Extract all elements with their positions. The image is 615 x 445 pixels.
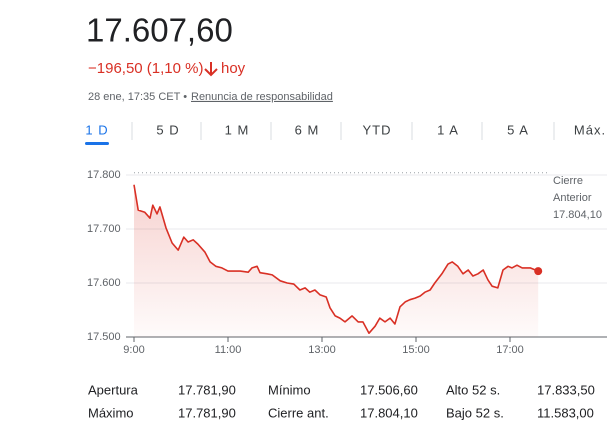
stat-value: 17.804,10 xyxy=(360,405,418,420)
change: −196,50 (1,10 %) xyxy=(88,60,204,77)
stats-table: Apertura 17.781,90 Mínimo 17.506,60 Alto 52 … xyxy=(88,382,595,420)
down-arrow xyxy=(204,62,218,77)
disclaimer-link[interactable]: Renuncia de responsabilidad xyxy=(191,91,333,103)
y-tick-label: 17.700 xyxy=(87,223,121,235)
previous-close-label: Cierre xyxy=(553,175,583,187)
stat-value: 17.506,60 xyxy=(360,382,418,397)
active-tab-underline xyxy=(85,142,109,145)
range-tab[interactable]: YTD xyxy=(363,122,392,137)
stat-label: Alto 52 s. xyxy=(446,382,500,397)
stat-value: 17.833,50 xyxy=(537,382,595,397)
stat-label: Apertura xyxy=(88,382,139,397)
y-tick-label: 17.500 xyxy=(87,331,121,343)
stat-label: Cierre ant. xyxy=(268,405,329,420)
y-tick-label: 17.800 xyxy=(87,169,121,181)
range-tab[interactable]: 5 D xyxy=(156,122,179,137)
range-tab[interactable]: 1 A xyxy=(437,122,459,137)
timestamp: 28 ene, 17:35 CET • xyxy=(88,91,187,103)
change-period: hoy xyxy=(221,60,246,77)
range-tab[interactable]: Máx. xyxy=(574,122,606,137)
x-tick-label: 9:00 xyxy=(123,344,144,356)
y-tick-label: 17.600 xyxy=(87,277,121,289)
stat-label: Mínimo xyxy=(268,382,311,397)
range-tab[interactable]: 1 D xyxy=(85,122,108,137)
price: 17.607,60 xyxy=(86,12,233,49)
x-tick-label: 17:00 xyxy=(496,344,524,356)
stat-value: 17.781,90 xyxy=(178,382,236,397)
stat-label: Máximo xyxy=(88,405,134,420)
x-tick-label: 13:00 xyxy=(308,344,336,356)
range-tab[interactable]: 5 A xyxy=(507,122,529,137)
stat-label: Bajo 52 s. xyxy=(446,405,504,420)
range-tab[interactable]: 1 M xyxy=(225,122,250,137)
range-tab[interactable]: 6 M xyxy=(295,122,320,137)
previous-close-value: 17.804,10 xyxy=(553,209,602,221)
area xyxy=(134,184,539,337)
x-tick-label: 11:00 xyxy=(215,344,242,356)
stat-value: 17.781,90 xyxy=(178,405,236,420)
stat-value: 11.583,00 xyxy=(537,405,594,420)
range-tabs: 1 D 5 D 1 M 6 M YTD 1 A 5 A Máx. xyxy=(85,122,606,145)
previous-close-label: Anterior xyxy=(553,192,592,204)
chart: 17.500 17.600 17.700 17.800 9:00 11:00 13:00 15… xyxy=(87,169,607,356)
price-line xyxy=(133,184,539,334)
last-point xyxy=(534,267,543,276)
x-tick-label: 15:00 xyxy=(402,344,430,356)
